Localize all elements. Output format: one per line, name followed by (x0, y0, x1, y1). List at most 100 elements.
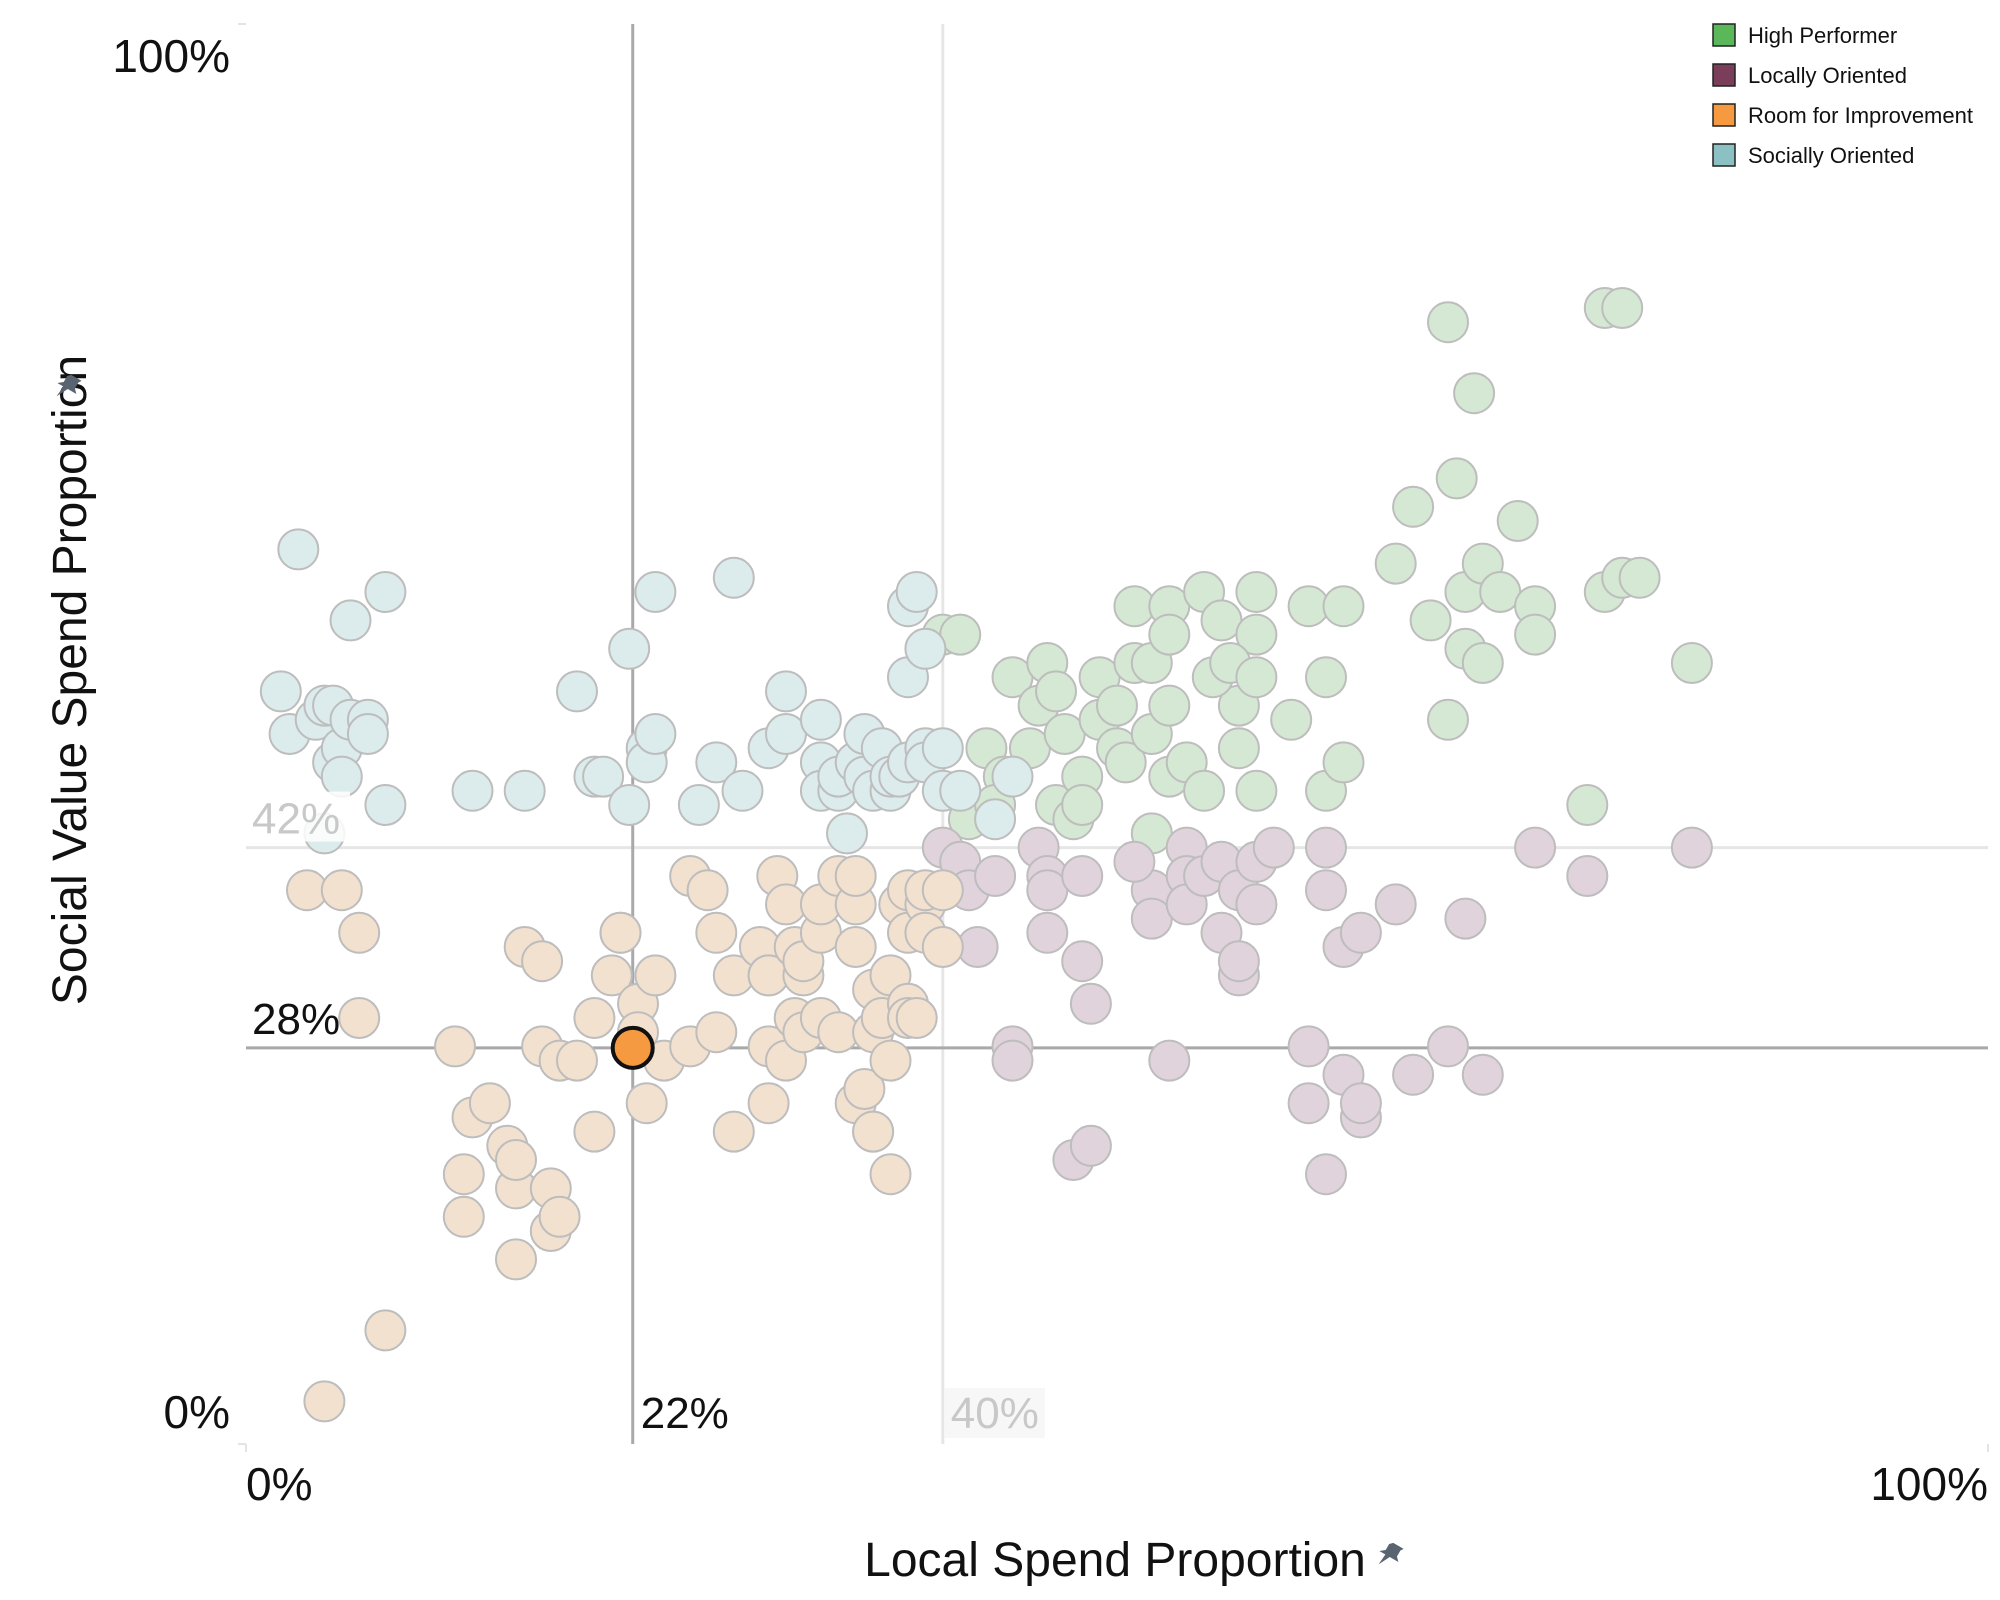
data-point-locally-oriented-29[interactable] (1235, 883, 1278, 926)
data-point-room-for-improvement-7[interactable] (442, 1195, 485, 1238)
data-point-locally-oriented-35[interactable] (1305, 869, 1347, 912)
data-point-high-performer-66[interactable] (1618, 556, 1661, 599)
data-point-locally-oriented-15[interactable] (1069, 982, 1112, 1025)
legend-item-locally-oriented[interactable]: Locally Oriented (1712, 63, 1907, 88)
data-point-locally-oriented-32[interactable] (1287, 1025, 1330, 1068)
data-point-high-performer-40[interactable] (1270, 698, 1313, 741)
data-point-room-for-improvement-24[interactable] (573, 997, 616, 1039)
data-point-room-for-improvement-22[interactable] (556, 1039, 598, 1082)
legend-item-socially-oriented[interactable]: Socially Oriented (1712, 143, 1914, 168)
data-point-high-performer-61[interactable] (1566, 784, 1609, 826)
data-point-room-for-improvement-66[interactable] (852, 1110, 895, 1153)
legend-item-room-for-improvement[interactable]: Room for Improvement (1712, 103, 1973, 128)
data-point-high-performer-13[interactable] (1061, 784, 1104, 826)
data-point-socially-oriented-22[interactable] (608, 784, 651, 826)
data-point-socially-oriented-30[interactable] (721, 769, 764, 812)
data-point-socially-oriented-1[interactable] (259, 670, 302, 713)
data-point-room-for-improvement-1[interactable] (320, 869, 363, 912)
y-axis-pin-icon[interactable] (51, 371, 83, 405)
data-point-locally-oriented-49[interactable] (1670, 826, 1713, 869)
data-point-room-for-improvement-80[interactable] (921, 926, 964, 968)
data-point-room-for-improvement-76[interactable] (895, 997, 938, 1039)
data-point-high-performer-65[interactable] (1601, 287, 1644, 329)
data-point-socially-oriented-18[interactable] (556, 670, 598, 713)
data-point-locally-oriented-45[interactable] (1444, 897, 1487, 940)
data-point-high-performer-35[interactable] (1235, 613, 1278, 656)
data-point-socially-oriented-12[interactable] (346, 713, 389, 755)
data-point-room-for-improvement-30[interactable] (625, 1082, 668, 1125)
data-point-room-for-improvement-2[interactable] (338, 911, 381, 954)
data-point-high-performer-26[interactable] (1148, 684, 1191, 727)
data-point-high-performer-67[interactable] (1670, 642, 1713, 684)
data-point-locally-oriented-43[interactable] (1392, 1053, 1435, 1096)
data-point-socially-oriented-25[interactable] (634, 713, 677, 755)
highlighted-point[interactable] (610, 1025, 655, 1070)
data-point-high-performer-53[interactable] (1461, 642, 1504, 684)
data-point-socially-oriented-59[interactable] (991, 755, 1034, 798)
data-point-socially-oriented-0[interactable] (277, 528, 320, 571)
data-point-room-for-improvement-31[interactable] (634, 954, 677, 997)
data-point-room-for-improvement-43[interactable] (747, 1082, 790, 1125)
data-point-locally-oriented-47[interactable] (1514, 826, 1557, 869)
data-point-room-for-improvement-6[interactable] (434, 1025, 476, 1068)
data-point-locally-oriented-4[interactable] (974, 855, 1017, 897)
data-point-high-performer-49[interactable] (1427, 698, 1469, 741)
data-point-high-performer-42[interactable] (1305, 656, 1347, 699)
data-point-room-for-improvement-36[interactable] (695, 1011, 738, 1054)
data-point-high-performer-33[interactable] (1217, 727, 1260, 770)
data-point-locally-oriented-36[interactable] (1305, 826, 1347, 869)
data-point-high-performer-57[interactable] (1453, 372, 1496, 415)
data-point-socially-oriented-21[interactable] (608, 627, 651, 670)
data-point-high-performer-45[interactable] (1322, 741, 1365, 784)
data-point-locally-oriented-48[interactable] (1566, 855, 1609, 897)
data-point-high-performer-38[interactable] (1235, 656, 1278, 699)
data-point-locally-oriented-46[interactable] (1461, 1053, 1504, 1096)
data-point-socially-oriented-32[interactable] (765, 670, 807, 713)
data-point-high-performer-44[interactable] (1322, 585, 1365, 628)
data-point-high-performer-16[interactable] (1096, 684, 1138, 727)
data-point-socially-oriented-39[interactable] (826, 812, 868, 855)
data-point-room-for-improvement-12[interactable] (495, 1238, 537, 1281)
data-point-high-performer-47[interactable] (1392, 485, 1435, 528)
data-point-socially-oriented-29[interactable] (712, 556, 755, 599)
data-point-room-for-improvement-81[interactable] (921, 869, 964, 912)
data-point-socially-oriented-9[interactable] (329, 599, 372, 642)
data-point-locally-oriented-17[interactable] (1113, 840, 1156, 883)
data-point-room-for-improvement-59[interactable] (834, 926, 877, 968)
data-point-room-for-improvement-60[interactable] (834, 855, 877, 897)
data-point-room-for-improvement-14[interactable] (495, 1139, 537, 1181)
data-point-high-performer-34[interactable] (1235, 571, 1278, 613)
data-point-locally-oriented-39[interactable] (1339, 911, 1382, 954)
data-point-locally-oriented-9[interactable] (1026, 911, 1069, 954)
data-point-high-performer-25[interactable] (1148, 613, 1191, 656)
data-point-locally-oriented-19[interactable] (1148, 1039, 1191, 1082)
data-point-high-performer-30[interactable] (1183, 769, 1226, 812)
data-point-room-for-improvement-23[interactable] (573, 1110, 616, 1153)
data-point-locally-oriented-31[interactable] (1252, 826, 1295, 869)
data-point-room-for-improvement-3[interactable] (338, 997, 381, 1039)
data-point-socially-oriented-53[interactable] (904, 627, 947, 670)
data-point-high-performer-55[interactable] (1496, 500, 1539, 542)
data-point-socially-oriented-16[interactable] (451, 769, 494, 812)
data-point-socially-oriented-56[interactable] (921, 727, 964, 770)
data-point-room-for-improvement-25[interactable] (590, 954, 633, 997)
data-point-locally-oriented-34[interactable] (1305, 1153, 1347, 1196)
data-point-high-performer-8[interactable] (1035, 670, 1077, 713)
data-point-locally-oriented-11[interactable] (1061, 855, 1104, 897)
data-point-high-performer-20[interactable] (1104, 741, 1147, 784)
data-point-room-for-improvement-27[interactable] (599, 911, 642, 954)
data-point-socially-oriented-17[interactable] (503, 769, 546, 812)
data-point-locally-oriented-30[interactable] (1217, 940, 1260, 983)
data-point-room-for-improvement-37[interactable] (695, 911, 738, 954)
data-point-room-for-improvement-62[interactable] (843, 1068, 886, 1110)
data-point-locally-oriented-41[interactable] (1339, 1082, 1382, 1125)
data-point-high-performer-39[interactable] (1235, 769, 1278, 812)
data-point-locally-oriented-42[interactable] (1374, 883, 1417, 926)
data-point-room-for-improvement-70[interactable] (869, 1153, 912, 1196)
data-point-room-for-improvement-21[interactable] (538, 1195, 581, 1238)
data-point-socially-oriented-14[interactable] (364, 784, 407, 826)
data-point-socially-oriented-58[interactable] (974, 798, 1017, 841)
data-point-room-for-improvement-5[interactable] (364, 1309, 407, 1352)
data-point-socially-oriented-20[interactable] (582, 755, 625, 798)
data-point-socially-oriented-57[interactable] (939, 769, 982, 812)
